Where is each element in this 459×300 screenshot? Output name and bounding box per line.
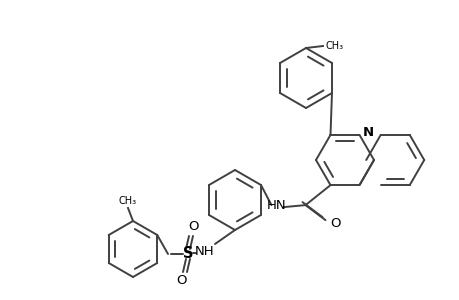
Text: CH₃: CH₃ xyxy=(325,41,343,51)
Text: O: O xyxy=(176,274,187,287)
Text: N: N xyxy=(362,126,373,140)
Text: O: O xyxy=(330,217,340,230)
Text: S: S xyxy=(182,247,193,262)
Text: CH₃: CH₃ xyxy=(119,196,137,206)
Text: NH: NH xyxy=(195,245,214,259)
Text: O: O xyxy=(188,220,199,233)
Text: HN: HN xyxy=(266,199,285,212)
